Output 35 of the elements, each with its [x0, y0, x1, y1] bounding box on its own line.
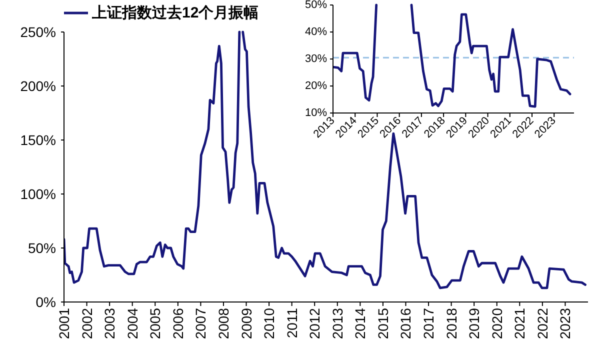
x-tick-label: 2019 — [466, 308, 482, 340]
y-tick-label: 100% — [20, 186, 56, 202]
y-tick-label: 40% — [304, 26, 328, 38]
x-tick-label: 2015 — [374, 308, 391, 340]
y-tick-label: 50% — [28, 240, 56, 256]
x-tick-label: 2005 — [147, 308, 164, 340]
x-tick-label: 2014 — [352, 308, 368, 340]
x-tick-label: 2008 — [215, 308, 232, 340]
x-tick-label: 2002 — [78, 308, 95, 340]
x-tick-label: 2018 — [443, 308, 460, 340]
legend-label: 上证指数过去12个月振幅 — [91, 4, 259, 22]
x-tick-label: 2004 — [124, 308, 140, 340]
x-tick-label: 2017 — [420, 308, 437, 340]
y-tick-label: 250% — [20, 24, 56, 40]
x-tick-label: 2010 — [261, 308, 278, 340]
x-tick-label: 2011 — [284, 308, 300, 338]
x-tick-label: 2013 — [329, 308, 346, 340]
x-tick-label: 2006 — [170, 308, 186, 340]
y-tick-label: 30% — [304, 53, 328, 65]
y-tick-label: 200% — [20, 78, 56, 94]
x-tick-label: 2012 — [306, 308, 323, 340]
y-tick-label: 10% — [304, 107, 328, 119]
x-tick-label: 2022 — [534, 308, 550, 340]
y-tick-label: 20% — [304, 80, 328, 92]
x-tick-label: 2007 — [192, 308, 209, 340]
y-tick-label: 0% — [36, 294, 56, 310]
x-tick-label: 2023 — [557, 308, 574, 340]
x-tick-label: 2021 — [512, 308, 528, 340]
x-tick-label: 2020 — [488, 308, 505, 340]
x-tick-label: 2016 — [398, 308, 414, 340]
x-tick-label: 2009 — [238, 308, 254, 340]
x-tick-label: 2001 — [56, 308, 72, 340]
y-tick-label: 150% — [20, 132, 56, 148]
y-tick-label: 50% — [304, 0, 328, 11]
x-tick-label: 2003 — [102, 308, 118, 340]
